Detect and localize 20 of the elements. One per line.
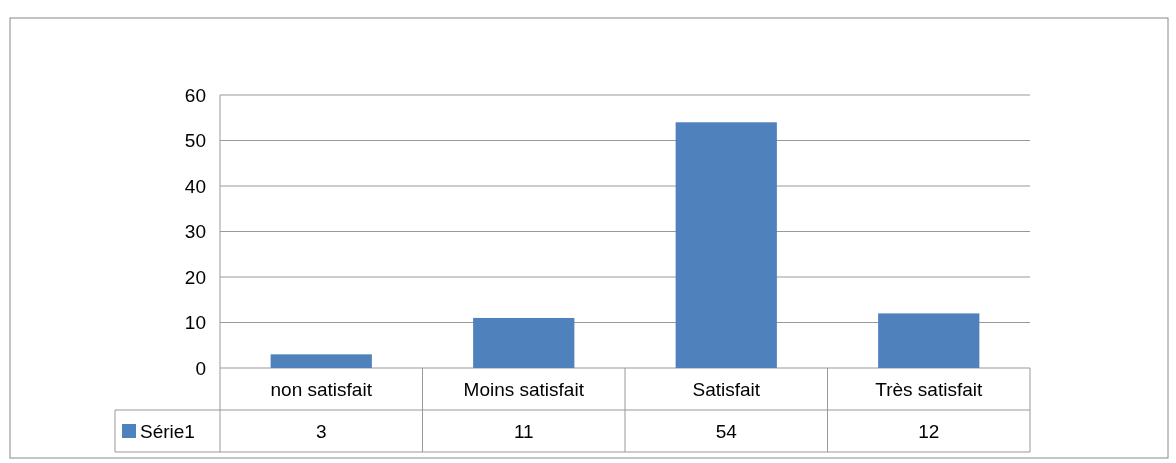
data-label: 3 [315,420,327,442]
x-tick-label: Satisfait [692,378,761,400]
bar [270,354,372,368]
bar [675,122,777,368]
y-tick-label: 20 [184,266,206,288]
bar [878,313,980,368]
y-tick-label: 30 [184,221,206,243]
data-label: 54 [715,420,738,442]
x-tick-label: non satisfait [270,378,373,400]
x-tick-label: Très satisfait [875,378,983,400]
y-tick-label: 10 [184,312,206,334]
x-tick-label: Moins satisfait [463,378,585,400]
y-tick-label: 50 [184,130,206,152]
y-tick-label: 0 [195,357,206,379]
bar [473,317,575,368]
data-label: 12 [918,420,940,442]
data-label: 11 [513,420,534,442]
y-tick-label: 60 [184,84,206,106]
y-tick-label: 40 [184,175,206,197]
legend-label: Série1 [140,420,195,442]
